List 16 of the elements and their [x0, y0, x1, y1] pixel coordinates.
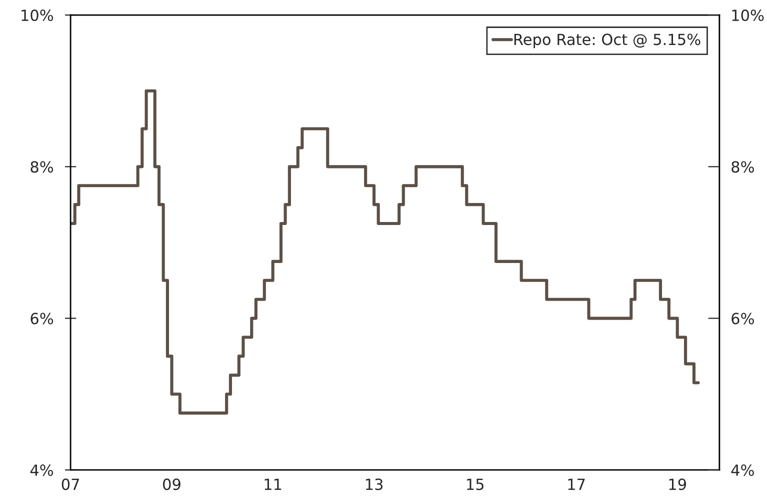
y-tick-label: 10% [22, 9, 54, 22]
y-tick-label: 8% [30, 161, 54, 173]
y2-tick-label: 6% [732, 312, 754, 324]
y2-tick-label: 4% [731, 464, 754, 476]
y2-tick-label: 10% [732, 9, 764, 22]
x-tick-label: 09 [163, 478, 180, 490]
x-tick-label: 07 [62, 478, 79, 490]
y-tick-label: 4% [30, 464, 54, 476]
x-tick-label: 13 [366, 478, 383, 490]
y2-tick-label: 8% [732, 161, 754, 173]
y-tick-label: 6% [30, 312, 54, 324]
legend-label: Repo Rate: Oct @ 5.15% [514, 34, 700, 48]
x-tick-label: 17 [568, 478, 585, 490]
x-tick-label: 11 [264, 478, 282, 490]
x-tick-label: 19 [669, 478, 686, 490]
x-tick-label: 15 [467, 478, 484, 490]
